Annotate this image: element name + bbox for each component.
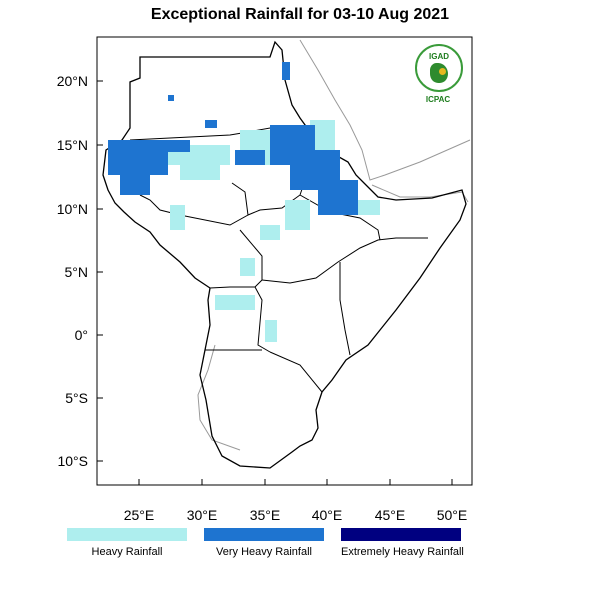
lon-tick-label: 50°E	[437, 507, 468, 523]
lon-tick-label: 25°E	[124, 507, 155, 523]
lat-tick-label: 15°N	[57, 137, 88, 153]
logo-emblem: IGAD	[415, 44, 463, 92]
latitude-axis: 20°N 15°N 10°N 5°N 0° 5°S 10°S	[57, 73, 103, 469]
igad-icpac-logo: IGAD ICPAC	[414, 44, 464, 104]
lat-tick-label: 5°N	[65, 264, 89, 280]
map-title: Exceptional Rainfall for 03-10 Aug 2021	[150, 6, 450, 23]
legend-label-very-heavy: Very Heavy Rainfall	[216, 546, 312, 558]
legend-label-heavy: Heavy Rainfall	[91, 546, 163, 558]
lat-tick-label: 10°S	[57, 453, 88, 469]
lat-tick-label: 20°N	[57, 73, 88, 89]
longitude-axis: 25°E 30°E 35°E 40°E 45°E 50°E	[124, 479, 468, 523]
lat-tick-label: 10°N	[57, 201, 88, 217]
legend-swatch-extremely-heavy	[341, 528, 461, 541]
logo-igad-text: IGAD	[429, 52, 449, 61]
lat-tick-label: 5°S	[65, 390, 88, 406]
legend-item-very-heavy: Very Heavy Rainfall	[204, 528, 324, 568]
legend-swatch-heavy	[67, 528, 187, 541]
legend-item-heavy: Heavy Rainfall	[67, 528, 187, 568]
plot-frame	[96, 36, 473, 486]
lon-tick-label: 40°E	[312, 507, 343, 523]
legend-label-extremely-heavy: Extremely Heavy Rainfall	[341, 546, 464, 558]
lat-tick-label: 0°	[75, 327, 88, 343]
region-outline	[102, 40, 467, 469]
logo-icpac-text: ICPAC	[425, 95, 451, 104]
region-dot-icon	[439, 68, 446, 75]
country-borders	[129, 127, 428, 393]
lon-tick-label: 30°E	[187, 507, 218, 523]
legend-swatch-very-heavy	[204, 528, 324, 541]
legend-item-extremely-heavy: Extremely Heavy Rainfall	[341, 528, 464, 568]
very-heavy-rainfall-areas	[108, 62, 358, 215]
lon-tick-label: 35°E	[250, 507, 281, 523]
lon-tick-label: 45°E	[375, 507, 406, 523]
